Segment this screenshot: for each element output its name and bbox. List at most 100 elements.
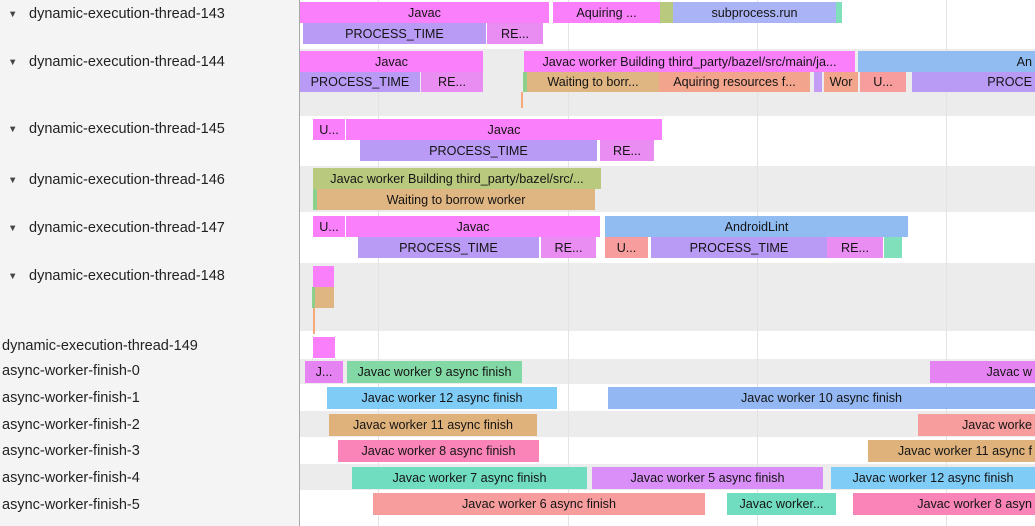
trace-slice[interactable]: Javac worke [918,414,1035,436]
trace-slice[interactable] [313,337,335,358]
track-label-row[interactable]: async-worker-finish-1 [0,388,301,408]
trace-slice[interactable]: Javac worker 11 async finish [329,414,537,436]
instant-event-tick[interactable] [521,92,523,108]
track-label: async-worker-finish-4 [2,470,140,486]
trace-slice[interactable]: Javac worker 8 asyn [853,493,1035,515]
trace-slice[interactable] [836,2,842,23]
trace-slice-label: Javac [375,54,408,69]
trace-slice[interactable]: Javac [346,119,662,140]
trace-slice[interactable] [313,266,334,287]
trace-slice[interactable]: subprocess.run [673,2,836,23]
trace-slice[interactable]: Javac [346,216,600,237]
trace-slice-label: Javac worker Building third_party/bazel/… [542,54,837,69]
trace-slice[interactable]: U... [860,72,906,92]
trace-slice-label: RE... [841,240,869,255]
trace-slice[interactable]: PROCESS_TIME [303,23,486,44]
trace-slice-label: Javac [408,5,441,20]
trace-slice[interactable]: RE... [487,23,543,44]
trace-slice-label: Javac worke [962,418,1032,432]
trace-slice[interactable]: U... [313,119,345,140]
trace-slice-label: Aquiring resources f... [673,75,796,89]
trace-slice[interactable]: PROCESS_TIME [358,237,539,258]
track-label-row[interactable]: async-worker-finish-3 [0,441,301,461]
trace-slice[interactable]: Javac worker Building third_party/bazel/… [313,168,601,189]
trace-slice[interactable]: Javac [300,2,549,23]
trace-slice-label: J... [315,365,333,379]
trace-slice[interactable]: AndroidLint [605,216,908,237]
trace-slice[interactable]: Javac [300,51,483,72]
trace-slice[interactable]: Javac worker 8 async finish [338,440,539,462]
trace-slice-label: Javac worker 5 async finish [630,471,785,485]
trace-slice-label: U... [873,75,893,89]
track-label-row[interactable]: ▼ dynamic-execution-thread-146 [0,170,299,190]
trace-slice-label: An [1016,54,1032,69]
trace-slice[interactable] [884,237,902,258]
trace-slice[interactable] [814,72,822,92]
collapse-arrow-icon[interactable]: ▼ [8,270,18,282]
collapse-arrow-icon[interactable]: ▼ [8,123,18,135]
trace-slice[interactable]: Javac worker 10 async finish [608,387,1035,409]
trace-slice-label: subprocess.run [711,5,798,20]
trace-slice[interactable]: Aquiring ... [553,2,660,23]
track-label-row[interactable]: ▼ dynamic-execution-thread-145 [0,119,299,139]
trace-slice-label: Javac worker 11 async f [897,444,1032,458]
collapse-arrow-icon[interactable]: ▼ [8,174,18,186]
trace-slice-label: Waiting to borr... [547,75,639,89]
track-label-row[interactable]: ▼ dynamic-execution-thread-147 [0,218,299,238]
trace-slice[interactable]: An [858,51,1035,72]
trace-slice[interactable]: U... [605,237,648,258]
trace-slice[interactable]: Javac worker 5 async finish [592,467,823,489]
trace-slice[interactable]: Javac worker 11 async f [868,440,1035,462]
trace-slice[interactable]: Javac worker 9 async finish [347,361,522,383]
track-label: async-worker-finish-2 [2,417,140,433]
trace-slice[interactable] [313,189,319,210]
trace-slice[interactable] [660,2,673,23]
track-label-row[interactable]: async-worker-finish-0 [0,361,301,381]
track-label-row[interactable]: dynamic-execution-thread-149 [0,336,301,356]
trace-slice[interactable]: Waiting to borr... [527,72,659,92]
track-label-row[interactable]: ▼ dynamic-execution-thread-143 [0,4,299,24]
trace-slice-label: Javac worker 9 async finish [357,365,512,379]
trace-slice[interactable]: PROCESS_TIME [300,72,420,92]
trace-slice[interactable]: J... [305,361,343,383]
track-label: async-worker-finish-1 [2,390,140,406]
trace-slice[interactable]: U... [313,216,345,237]
trace-slice[interactable]: Javac worker 12 async finish [831,467,1035,489]
trace-slice[interactable]: Javac w [930,361,1035,383]
trace-slice-label: PROCESS_TIME [429,143,528,158]
time-gridline [946,0,947,526]
trace-slice[interactable]: Waiting to borrow worker [317,189,595,210]
track-label-row[interactable]: async-worker-finish-4 [0,468,301,488]
track-label: dynamic-execution-thread-146 [29,172,225,188]
collapse-arrow-icon[interactable]: ▼ [8,56,18,68]
trace-slice[interactable]: RE... [600,140,654,161]
trace-slice-label: PROCESS_TIME [399,240,498,255]
track-label-row[interactable]: ▼ dynamic-execution-thread-144 [0,52,299,72]
track-label: dynamic-execution-thread-147 [29,220,225,236]
trace-slice[interactable]: PROCE [912,72,1035,92]
trace-slice[interactable]: Javac worker Building third_party/bazel/… [524,51,855,72]
trace-slice[interactable]: Wor [824,72,858,92]
trace-slice[interactable]: Aquiring resources f... [659,72,810,92]
trace-slice[interactable]: RE... [827,237,883,258]
collapse-arrow-icon[interactable]: ▼ [8,8,18,20]
trace-slice[interactable] [523,72,529,92]
trace-slice[interactable]: RE... [541,237,596,258]
track-label-row[interactable]: async-worker-finish-2 [0,415,301,435]
collapse-arrow-icon[interactable]: ▼ [8,222,18,234]
track-label-row[interactable]: ▼ dynamic-execution-thread-148 [0,266,299,286]
trace-slice[interactable]: Javac worker 12 async finish [327,387,557,409]
trace-slice[interactable]: RE... [421,72,483,92]
trace-slice[interactable] [315,287,334,308]
trace-slice[interactable]: Javac worker... [727,493,836,515]
trace-slice[interactable]: Javac worker 6 async finish [373,493,705,515]
trace-slice[interactable]: PROCESS_TIME [360,140,597,161]
track-label-row[interactable]: async-worker-finish-5 [0,495,301,515]
trace-slice[interactable]: Javac worker 7 async finish [352,467,587,489]
trace-slice[interactable]: PROCESS_TIME [651,237,827,258]
track-label: dynamic-execution-thread-148 [29,268,225,284]
trace-slice-label: Javac w [986,365,1033,379]
timeline-chart-area[interactable]: Javac Aquiring ... subprocess.run PROCESS_T… [300,0,1035,526]
instant-event-tick[interactable] [313,308,315,334]
